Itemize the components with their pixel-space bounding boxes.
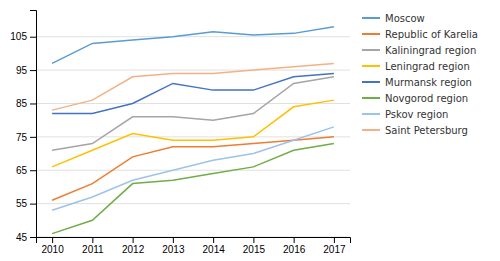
series-line <box>52 127 334 210</box>
legend-label: Moscow <box>385 13 425 24</box>
x-tick-mark <box>253 237 254 243</box>
x-tick-mark <box>173 237 174 243</box>
y-tick: 95 <box>16 65 36 76</box>
x-tick-mark <box>213 237 214 243</box>
grid-line <box>36 203 350 204</box>
y-tick: 65 <box>16 165 36 176</box>
legend-item: Murmansk region <box>362 77 472 88</box>
x-tick-mark <box>133 237 134 243</box>
legend-item: Republic of Karelia <box>362 29 478 40</box>
y-tick: 105 <box>10 31 36 42</box>
x-tick-label: 2015 <box>243 244 266 255</box>
x-axis: 2010 2011 2012 2013 2014 2015 2016 2017 <box>37 237 351 255</box>
y-tick-mark <box>30 37 36 38</box>
series-line <box>52 137 334 200</box>
y-tick-label: 45 <box>16 232 28 243</box>
y-tick-mark <box>30 103 36 104</box>
y-axis: 45 55 65 75 85 95 105 <box>10 11 36 243</box>
x-tick-label: 2011 <box>82 244 104 255</box>
y-tick: 75 <box>16 132 36 143</box>
y-tick-mark <box>30 70 36 71</box>
legend-item: Pskov region <box>362 109 448 120</box>
y-tick-mark <box>30 170 36 171</box>
y-tick-mark <box>30 204 36 205</box>
legend-swatch <box>362 97 380 99</box>
plot: 2010 2011 2012 2013 2014 2015 2016 2017 45 55 65 75… <box>10 11 350 256</box>
series-line <box>52 73 334 113</box>
series-line <box>52 144 334 234</box>
y-tick-label: 75 <box>16 132 28 143</box>
legend-swatch <box>362 65 380 67</box>
legend-label: Murmansk region <box>385 77 472 88</box>
legend-swatch <box>362 113 380 115</box>
y-axis-line <box>30 11 37 238</box>
x-tick-mark <box>52 237 53 243</box>
x-tick: 2013 <box>162 237 185 255</box>
y-tick-label: 95 <box>16 65 28 76</box>
legend-swatch <box>362 129 380 131</box>
lines <box>52 27 334 234</box>
x-tick-label: 2013 <box>162 244 185 255</box>
x-tick: 2011 <box>82 237 104 255</box>
y-tick: 45 <box>16 232 36 243</box>
legend-swatch <box>362 33 380 35</box>
legend-swatch <box>362 17 380 19</box>
x-tick-mark <box>294 237 295 243</box>
y-tick-label: 55 <box>16 198 28 209</box>
x-tick: 2012 <box>122 237 145 255</box>
y-tick-label: 105 <box>10 31 27 42</box>
series-line <box>52 27 334 64</box>
x-tick-label: 2010 <box>41 244 64 255</box>
legend: Moscow Republic of Karelia Kaliningrad reg… <box>362 13 478 136</box>
x-tick-label: 2014 <box>203 244 226 255</box>
legend-item: Saint Petersburg <box>362 125 468 136</box>
x-tick: 2010 <box>41 237 64 255</box>
y-tick-mark <box>30 237 36 238</box>
legend-item: Moscow <box>362 13 425 24</box>
x-tick-mark <box>334 237 335 243</box>
legend-label: Kaliningrad region <box>385 45 476 56</box>
legend-item: Novgorod region <box>362 93 468 104</box>
legend-label: Pskov region <box>385 109 448 120</box>
x-tick-label: 2012 <box>122 244 145 255</box>
y-tick-mark <box>30 137 36 138</box>
legend-item: Kaliningrad region <box>362 45 476 56</box>
legend-swatch <box>362 81 380 83</box>
series-line <box>52 100 334 167</box>
legend-item: Leningrad region <box>362 61 470 72</box>
x-tick: 2015 <box>243 237 266 255</box>
chart: 2010 2011 2012 2013 2014 2015 2016 2017 45 55 65 75… <box>0 0 500 261</box>
x-tick-label: 2017 <box>323 244 346 255</box>
legend-swatch <box>362 49 380 51</box>
y-tick: 85 <box>16 98 36 109</box>
legend-label: Leningrad region <box>385 61 470 72</box>
legend-label: Saint Petersburg <box>385 125 468 136</box>
x-tick: 2017 <box>323 237 346 255</box>
grid-line <box>36 70 350 71</box>
y-tick-label: 85 <box>16 98 28 109</box>
grid-line <box>36 170 350 171</box>
legend-label: Republic of Karelia <box>385 29 478 40</box>
legend-label: Novgorod region <box>385 93 468 104</box>
series-line <box>52 63 334 110</box>
grid-line <box>36 36 350 37</box>
x-tick: 2014 <box>203 237 226 255</box>
x-tick: 2016 <box>283 237 306 255</box>
x-axis-line <box>37 238 351 244</box>
x-tick-label: 2016 <box>283 244 306 255</box>
y-tick: 55 <box>16 198 36 209</box>
grid <box>36 37 350 237</box>
x-tick-mark <box>92 237 93 243</box>
y-tick-label: 65 <box>16 165 28 176</box>
